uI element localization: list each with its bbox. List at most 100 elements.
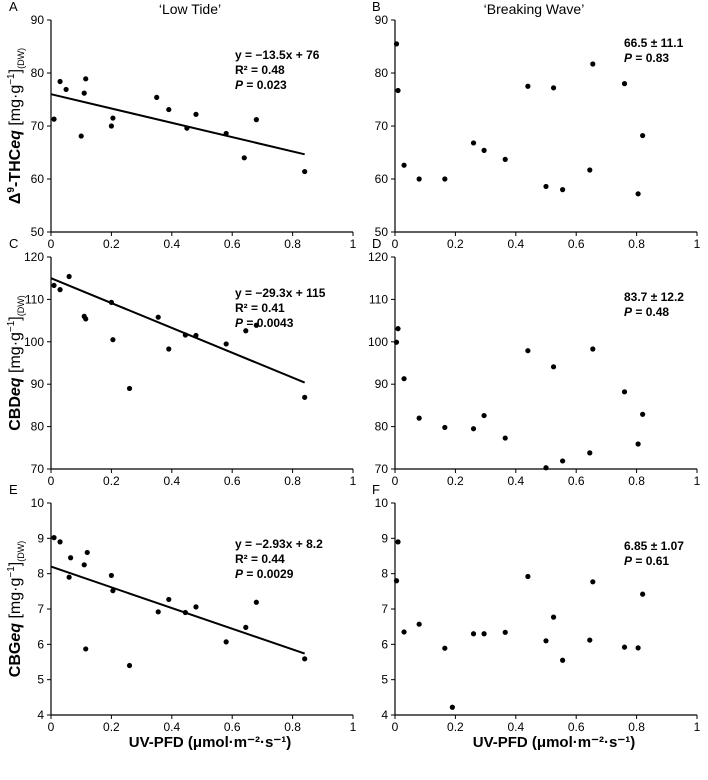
y-tick-label: 6 (381, 637, 388, 651)
x-tick-label: 0 (392, 720, 399, 734)
data-point (621, 389, 628, 395)
data-point (550, 364, 557, 370)
data-point (57, 539, 63, 545)
y-tick-label: 50 (375, 225, 389, 239)
data-point (155, 609, 161, 615)
data-point (621, 644, 628, 650)
x-tick-label: 1 (694, 474, 701, 488)
y-tick-label: 80 (375, 66, 389, 80)
panel-e: E 4 5 6 7 8 9 10 0 0.2 0.4 0.6 0.8 1 y = −2.93x + 8.2R… (6, 482, 357, 751)
x-tick-label: 0.8 (284, 237, 301, 251)
x-tick-label: 0.4 (163, 474, 180, 488)
annotation-line: y = −13.5x + 76 (235, 48, 320, 62)
x-tick-label: 0.2 (447, 237, 464, 251)
regression-line-a (50, 93, 305, 156)
y-tick-label: 60 (31, 172, 45, 186)
data-point (442, 176, 448, 182)
panel-f: F 4 5 6 7 8 9 10 0 0.2 0.4 0.6 0.8 1 6.85 ± 1.07P = 0.… (372, 482, 701, 751)
data-point (525, 573, 531, 580)
regression-line-e (50, 565, 306, 655)
panel-letter-d: D (372, 236, 381, 251)
data-point (166, 346, 172, 352)
panel-letter-c: C (9, 236, 18, 251)
data-point (66, 574, 72, 580)
y-tick-label: 80 (375, 420, 389, 434)
y-tick-label: 90 (375, 377, 389, 391)
data-point (587, 637, 593, 643)
data-point (81, 562, 87, 568)
y-tick-label: 70 (375, 119, 389, 133)
data-point (543, 465, 549, 471)
data-point (302, 168, 308, 175)
annotation-line: P = 0.61 (624, 554, 669, 568)
data-point (193, 604, 199, 610)
data-point (66, 273, 72, 280)
annotation-line: R² = 0.48 (235, 63, 285, 77)
data-point (223, 639, 229, 645)
data-point (621, 81, 628, 87)
annotation-line: y = −29.3x + 115 (235, 286, 326, 300)
data-point (182, 609, 188, 616)
data-point (253, 117, 259, 123)
x-tick-label: 0.6 (224, 237, 241, 251)
y-tick-label: 90 (375, 13, 389, 27)
x-tick-label: 0.4 (507, 237, 524, 251)
x-tick-label: 0.6 (568, 237, 585, 251)
data-point (560, 187, 566, 193)
x-tick-label: 0.2 (103, 237, 120, 251)
y-tick-label: 8 (381, 567, 388, 581)
y-tick-label: 70 (31, 119, 45, 133)
x-tick-label: 0.4 (507, 474, 524, 488)
data-point (470, 426, 477, 432)
x-tick-label: 0.4 (163, 720, 180, 734)
data-point (302, 656, 308, 662)
data-point (481, 631, 487, 637)
x-tick-label: 0.6 (568, 474, 585, 488)
column-title-b: ‘Breaking Wave’ (484, 1, 585, 17)
data-point (57, 78, 63, 85)
data-point (395, 539, 401, 545)
data-point (68, 555, 74, 561)
data-point (401, 376, 407, 382)
y-tick-label: 4 (37, 708, 44, 722)
y-tick-label: 60 (375, 172, 389, 186)
x-tick-label: 0.2 (103, 474, 120, 488)
x-tick-label: 1 (694, 720, 701, 734)
y-tick-label: 10 (31, 496, 45, 510)
data-point (560, 657, 566, 663)
data-point (83, 76, 89, 82)
data-point (401, 629, 407, 635)
data-point (166, 106, 172, 113)
data-point (401, 162, 407, 168)
y-tick-label: 80 (31, 66, 45, 80)
y-tick-label: 50 (31, 225, 45, 239)
y-tick-label: 90 (31, 377, 45, 391)
y-tick-label: 9 (37, 531, 44, 545)
x-tick-label: 0.6 (568, 720, 585, 734)
data-point (587, 450, 593, 456)
annotation-line: 6.85 ± 1.07 (624, 539, 684, 553)
y-axis-label-a: Δ9-THCeq [mg·g−1](DW) (6, 48, 26, 204)
panel-b: B ‘Breaking Wave’ 50 60 70 80 90 0 0.2 0.4 0.6 0.8 1… (372, 0, 701, 251)
annotation-line: y = −2.93x + 8.2 (235, 537, 323, 551)
data-point (635, 441, 641, 447)
x-tick-label: 0.8 (284, 720, 301, 734)
data-point (590, 61, 596, 67)
data-point (253, 322, 259, 328)
x-tick-label: 0 (48, 237, 55, 251)
data-point (243, 328, 249, 334)
data-point (640, 411, 646, 417)
data-point (590, 346, 596, 352)
data-point (587, 167, 593, 173)
panel-c: C 70 80 90 100 110 120 0 0.2 0.4 0.6 0.8 1 y = −29.3x… (6, 236, 357, 488)
x-tick-label: 0.2 (447, 474, 464, 488)
data-point (560, 458, 566, 464)
data-point (416, 621, 422, 627)
data-point (543, 183, 549, 190)
data-point (154, 94, 160, 100)
data-point (126, 662, 133, 669)
panel-letter-f: F (372, 482, 380, 497)
data-point (182, 332, 188, 338)
y-tick-label: 6 (37, 637, 44, 651)
